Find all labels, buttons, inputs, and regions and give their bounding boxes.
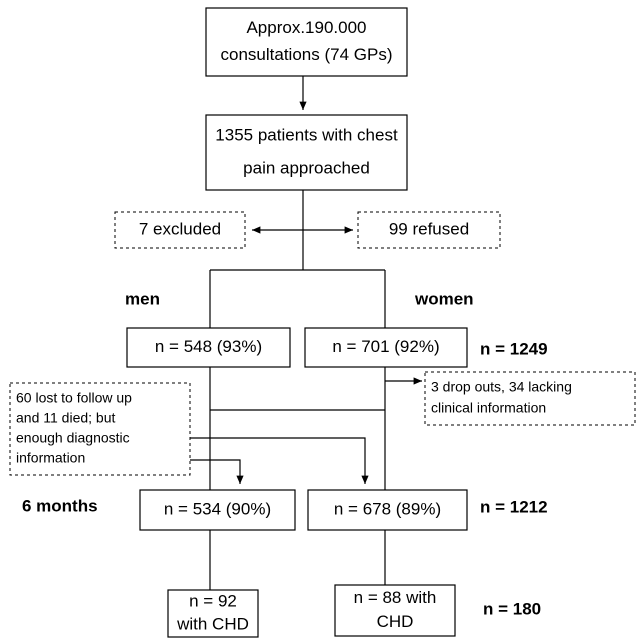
arrow	[190, 459, 244, 484]
node-box	[424, 371, 636, 426]
node-box	[307, 489, 468, 531]
label: women	[414, 289, 474, 308]
node-text: enough diagnostic	[16, 430, 130, 446]
node-box	[304, 327, 468, 368]
node-text: n = 534 (90%)	[164, 499, 271, 518]
node-text: n = 88 with	[354, 588, 437, 607]
node-text: n = 678 (89%)	[334, 499, 441, 518]
nodes: Approx.190.000 consultations (74 GPs) 1355…	[9, 7, 636, 638]
label: n = 180	[483, 599, 541, 618]
node-text: 1355 patients with chest	[215, 125, 398, 144]
node-text: n = 701 (92%)	[332, 337, 439, 356]
node-text: Approx.190.000	[246, 18, 366, 37]
node-text: n = 548 (93%)	[155, 337, 262, 356]
node-box	[139, 489, 296, 531]
node-text: 3 drop outs, 34 lacking	[431, 379, 572, 395]
node-text: information	[16, 450, 85, 466]
node-text: with CHD	[176, 614, 249, 633]
connectors	[190, 76, 422, 590]
node-box	[114, 211, 246, 249]
node-box	[9, 382, 191, 476]
node-box	[357, 211, 501, 249]
label: men	[125, 289, 160, 308]
label: n = 1212	[480, 497, 548, 516]
node-box	[334, 584, 456, 637]
node-box	[205, 7, 408, 77]
node-text: consultations (74 GPs)	[221, 45, 393, 64]
node-box	[167, 589, 259, 638]
node-text: n = 92	[189, 591, 237, 610]
labels: men women n = 1249 6 months n = 1212 n =…	[22, 289, 548, 618]
node-text: 7 excluded	[139, 219, 221, 238]
arrow	[190, 437, 369, 484]
label: n = 1249	[480, 339, 548, 358]
node-text: clinical information	[431, 400, 546, 416]
node-text: 60 lost to follow up	[16, 390, 132, 406]
node-text: 99 refused	[389, 219, 469, 238]
node-box	[126, 327, 291, 368]
node-box	[205, 114, 408, 191]
label: 6 months	[22, 496, 98, 515]
node-text: pain approached	[243, 158, 370, 177]
node-text: and 11 died; but	[16, 410, 115, 426]
node-text: CHD	[377, 612, 414, 631]
